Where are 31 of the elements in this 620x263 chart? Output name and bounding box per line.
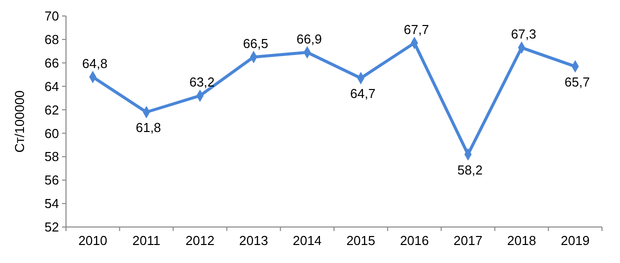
data-label: 61,8 xyxy=(136,120,162,136)
data-label: 58,2 xyxy=(457,162,483,178)
y-tick-label: 64 xyxy=(44,78,59,94)
data-label: 67,7 xyxy=(404,22,430,37)
y-tick-label: 70 xyxy=(44,8,59,24)
y-tick-label: 52 xyxy=(44,220,59,235)
y-tick-label: 62 xyxy=(44,102,59,118)
data-label: 67,3 xyxy=(510,26,536,42)
data-label: 65,7 xyxy=(564,74,590,90)
y-tick-label: 58 xyxy=(44,149,59,164)
data-label: 66,5 xyxy=(242,36,268,52)
y-tick-label: 66 xyxy=(44,55,59,70)
y-tick-label: 54 xyxy=(44,196,59,212)
data-label: 63,2 xyxy=(189,74,215,90)
x-tick-label: 2018 xyxy=(507,233,536,248)
data-label: 64,8 xyxy=(82,56,108,71)
y-tick-label: 68 xyxy=(44,32,59,47)
y-axis-title: Ст/100000 xyxy=(12,90,27,153)
x-tick-label: 2010 xyxy=(78,233,108,248)
x-tick-label: 2016 xyxy=(400,233,429,248)
y-tick-label: 60 xyxy=(44,126,59,141)
x-tick-label: 2019 xyxy=(560,233,590,248)
x-tick-label: 2013 xyxy=(239,233,268,248)
x-tick-label: 2014 xyxy=(292,233,322,248)
x-tick-label: 2011 xyxy=(132,233,160,248)
x-tick-label: 2015 xyxy=(346,233,376,248)
x-tick-label: 2012 xyxy=(186,233,214,248)
data-label: 66,9 xyxy=(296,31,322,46)
data-label: 64,7 xyxy=(350,86,376,102)
y-tick-label: 56 xyxy=(44,172,59,188)
x-tick-label: 2017 xyxy=(454,233,482,248)
